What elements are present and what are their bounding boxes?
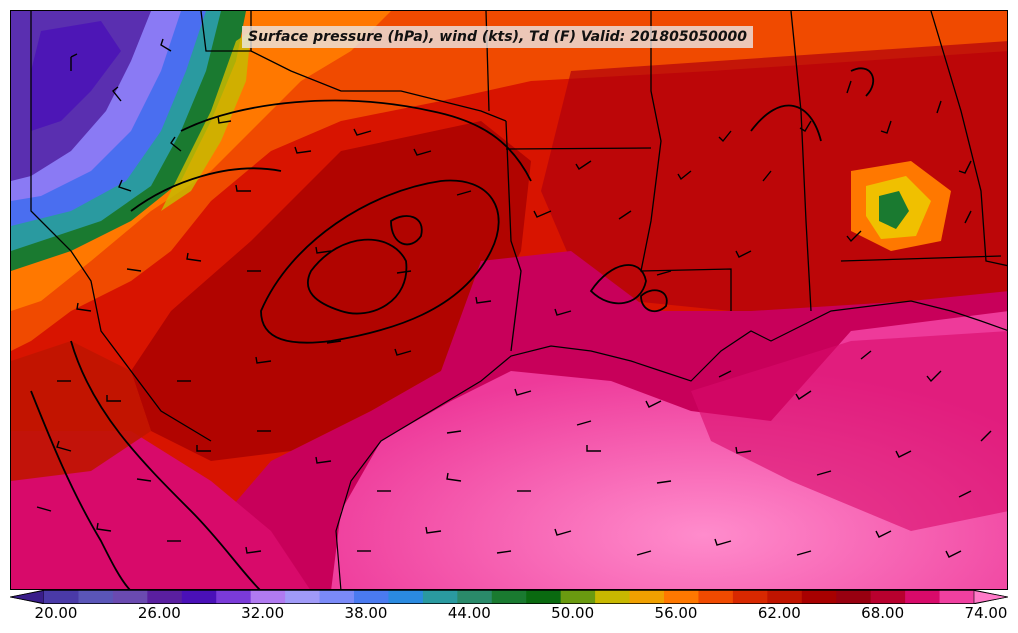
field-pocket-green: [879, 191, 909, 229]
colorbar-tick-label: 26.00: [137, 604, 181, 622]
colorbar-segment: [939, 590, 975, 604]
colorbar-tick-label: 32.00: [241, 604, 285, 622]
colorbar-segment: [664, 590, 699, 604]
field-sw-red: [11, 341, 151, 481]
colorbar-segment: [629, 590, 665, 604]
colorbar-tick-label: 74.00: [964, 604, 1008, 622]
colorbar-segment: [250, 590, 286, 604]
colorbar-segment: [870, 590, 906, 604]
colorbar-segment: [422, 590, 458, 604]
colorbar-extend-low: [10, 590, 45, 604]
colorbar-segment: [147, 590, 183, 604]
colorbar-segment: [526, 590, 562, 604]
colorbar-segment: [595, 590, 631, 604]
colorbar-tick-label: 38.00: [344, 604, 388, 622]
field-dark-red: [131, 121, 531, 461]
colorbar-segment: [560, 590, 596, 604]
wind-barbs: [36, 38, 992, 558]
colorbar-segment: [698, 590, 734, 604]
field-violet: [31, 21, 121, 131]
colorbar-segment: [78, 590, 114, 604]
dewpoint-map: [11, 11, 1007, 589]
coastline: [335, 300, 1007, 589]
map-panel: Surface pressure (hPa), wind (kts), Td (…: [10, 10, 1008, 590]
colorbar-segment: [216, 590, 252, 604]
colorbar-segment: [732, 590, 768, 604]
colorbar-segment: [112, 590, 148, 604]
colorbar-segment: [905, 590, 941, 604]
colorbar-segment: [767, 590, 803, 604]
map-title: Surface pressure (hPa), wind (kts), Td (…: [242, 26, 754, 48]
colorbar-extend-high: [973, 590, 1008, 604]
colorbar-segment: [354, 590, 389, 604]
field-gulf-deep: [691, 331, 1007, 531]
colorbar-segment: [491, 590, 527, 604]
colorbar-segment: [801, 590, 837, 604]
colorbar-tick-label: 56.00: [654, 604, 698, 622]
colorbar-segment: [285, 590, 321, 604]
colorbar-segment: [44, 590, 79, 604]
colorbar-tick-label: 44.00: [447, 604, 491, 622]
colorbar-segment: [388, 590, 424, 604]
isobars: [30, 67, 875, 589]
colorbar-segment: [319, 590, 355, 604]
colorbar: [10, 590, 1008, 604]
colorbar-tick-label: 20.00: [34, 604, 78, 622]
colorbar-tick-label: 62.00: [757, 604, 801, 622]
colorbar-segment: [181, 590, 217, 604]
colorbar-tick-label: 68.00: [861, 604, 905, 622]
colorbar-tick-label: 50.00: [551, 604, 595, 622]
colorbar-segment: [457, 590, 493, 604]
colorbar-segment: [836, 590, 872, 604]
